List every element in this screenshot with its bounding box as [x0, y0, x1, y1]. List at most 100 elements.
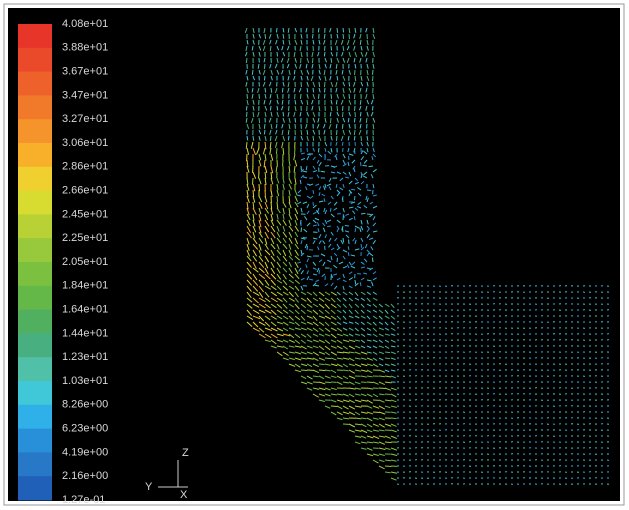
vector	[270, 106, 271, 110]
vector	[330, 208, 331, 212]
vector	[277, 196, 278, 202]
vector	[319, 270, 320, 274]
vector	[348, 156, 349, 160]
vector	[337, 28, 338, 33]
vector	[342, 106, 343, 111]
colorbar-band	[18, 262, 52, 286]
colorbar-band	[18, 381, 52, 405]
vector	[282, 88, 283, 92]
vector	[363, 165, 367, 166]
colorbar-band	[18, 476, 52, 500]
colorbar-label: 2.16e+00	[62, 470, 108, 482]
colorbar-band	[18, 238, 52, 262]
colorbar-band	[18, 452, 52, 476]
vector	[307, 130, 308, 135]
colorbar-label: 4.19e+00	[62, 446, 108, 458]
vector	[330, 118, 331, 123]
vector	[271, 202, 272, 209]
colorbar-band	[18, 286, 52, 310]
vector	[312, 58, 313, 63]
colorbar-label: 3.88e+01	[62, 42, 108, 54]
page: 4.08e+013.88e+013.67e+013.47e+013.27e+01…	[0, 0, 629, 510]
vector	[355, 76, 356, 81]
vector	[336, 130, 337, 135]
colorbar-label: 1.03e+01	[62, 375, 108, 387]
vector	[379, 394, 385, 395]
vector	[265, 88, 266, 92]
vector	[313, 88, 314, 92]
vector	[373, 412, 380, 413]
colorbar-label: 6.23e+00	[62, 423, 108, 435]
vector	[324, 82, 325, 87]
vector	[313, 190, 314, 194]
vector	[361, 244, 362, 248]
vector	[343, 28, 344, 32]
vector	[349, 82, 350, 86]
vector	[319, 370, 326, 371]
vector	[331, 58, 332, 63]
vector	[324, 52, 325, 56]
vector	[360, 40, 361, 45]
vector	[337, 106, 338, 111]
colorbar-band	[18, 214, 52, 238]
vector	[327, 226, 331, 227]
vector	[343, 34, 344, 39]
colorbar-band	[18, 24, 52, 48]
colorbar-band	[18, 310, 52, 334]
colorbar-label: 3.06e+01	[62, 137, 108, 149]
vector	[360, 112, 361, 116]
colorbar-band	[18, 405, 52, 429]
vector	[246, 106, 247, 110]
colorbar-label: 8.26e+00	[62, 399, 108, 411]
vector	[270, 136, 271, 141]
colorbar-label: 4.08e+01	[62, 18, 108, 30]
colorbar-band	[18, 357, 52, 381]
vector	[336, 100, 337, 104]
vector	[300, 94, 301, 99]
vector	[318, 28, 319, 32]
vector	[301, 370, 307, 371]
y-label: Y	[145, 481, 153, 493]
vector	[369, 166, 373, 167]
colorbar-label: 2.05e+01	[62, 256, 108, 268]
x-label: X	[180, 489, 188, 501]
colorbar-label: 2.45e+01	[62, 208, 108, 220]
colorbar-label: 1.44e+01	[62, 327, 108, 339]
vector	[361, 213, 365, 214]
colorbar-band	[18, 429, 52, 453]
vector	[331, 46, 332, 50]
colorbar-label: 3.67e+01	[62, 66, 108, 78]
vector	[342, 124, 343, 129]
colorbar-band	[18, 95, 52, 119]
vector	[259, 118, 260, 123]
vector	[265, 34, 266, 39]
vector	[319, 82, 320, 87]
vector	[295, 118, 296, 122]
vector	[343, 238, 344, 242]
vector	[294, 70, 295, 74]
vector	[324, 94, 325, 98]
vector	[372, 258, 373, 262]
vector	[264, 64, 265, 69]
colorbar-label: 1.23e+01	[62, 351, 108, 363]
vector	[385, 442, 392, 443]
colorbar-band	[18, 143, 52, 167]
vector	[385, 466, 391, 467]
vector	[342, 228, 343, 232]
vector	[307, 246, 308, 250]
vector	[324, 88, 325, 92]
vector	[385, 352, 390, 353]
colorbar-label: 1.84e+01	[62, 280, 108, 292]
z-label: Z	[182, 447, 189, 459]
vector	[331, 94, 332, 99]
vector	[277, 106, 278, 110]
vector	[366, 118, 367, 123]
colorbar-band	[18, 72, 52, 96]
vector	[313, 136, 314, 141]
vector	[367, 382, 373, 383]
vector	[372, 106, 373, 110]
vector	[372, 76, 373, 81]
colorbar-band	[18, 119, 52, 143]
vector	[318, 94, 319, 99]
vector	[391, 418, 397, 419]
